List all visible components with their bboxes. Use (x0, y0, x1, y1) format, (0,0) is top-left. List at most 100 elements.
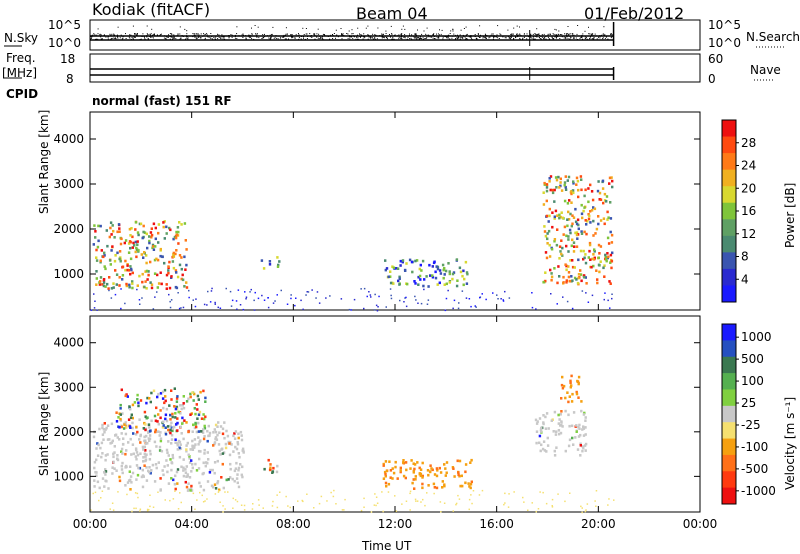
y-tick-label: 1000 (53, 267, 84, 281)
nsky-trace-point (171, 33, 173, 35)
nsky-trace-point (217, 38, 219, 40)
radar-echo-cell (572, 411, 576, 414)
radar-echo-cell (188, 457, 191, 460)
radar-echo-cell (143, 435, 146, 439)
radar-echo-cell (549, 268, 552, 272)
nsky-trace-point (460, 29, 462, 31)
radar-echo-cell (567, 275, 571, 279)
radar-echo-cell (577, 188, 580, 192)
radar-echo-cell (577, 276, 580, 280)
radar-echo-cell (396, 477, 399, 480)
nsky-trace-point (187, 37, 189, 39)
nsky-trace-point (551, 36, 553, 38)
radar-noise-cell (320, 495, 323, 498)
radar-echo-cell (606, 218, 609, 221)
radar-noise-cell (209, 301, 212, 303)
radar-echo-cell (155, 257, 158, 261)
radar-echo-cell (120, 468, 124, 471)
radar-echo-cell (224, 446, 228, 450)
nsky-trace-point (513, 38, 514, 40)
cpid-mode: normal (fast) 151 RF (92, 94, 232, 108)
nsky-trace-point (140, 38, 142, 40)
radar-echo-cell (241, 447, 245, 451)
nsky-trace-point (113, 33, 115, 35)
radar-echo-cell (137, 401, 140, 405)
nsky-trace-point (150, 34, 151, 36)
radar-echo-cell (382, 462, 385, 466)
nsky-trace-point (357, 34, 358, 36)
radar-noise-cell (496, 294, 498, 296)
nsky-trace-point (341, 38, 343, 40)
radar-noise-cell (405, 296, 407, 299)
radar-echo-cell (120, 237, 123, 241)
radar-echo-cell (597, 256, 600, 260)
nsky-trace-point (438, 34, 440, 36)
radar-echo-cell (185, 421, 188, 424)
radar-echo-cell (394, 460, 397, 464)
nsky-trace-point (437, 36, 439, 38)
nsky-trace-point (433, 33, 435, 35)
radar-echo-cell (549, 188, 552, 192)
radar-echo-cell (161, 469, 164, 472)
radar-echo-cell (539, 430, 543, 433)
nsky-trace-point (410, 37, 412, 39)
radar-echo-cell (198, 457, 201, 461)
radar-echo-cell (580, 279, 583, 283)
nsky-trace-point (451, 37, 453, 39)
radar-echo-cell (597, 222, 600, 226)
radar-noise-cell (350, 309, 352, 311)
nsky-trace-point (194, 34, 196, 36)
radar-echo-cell (168, 226, 171, 230)
radar-noise-cell (251, 508, 254, 510)
nsky-trace-point (572, 33, 574, 34)
radar-echo-cell (580, 212, 584, 216)
radar-echo-cell (164, 413, 168, 417)
radar-echo-cell (139, 441, 142, 444)
radar-echo-cell (546, 232, 549, 235)
radar-echo-cell (128, 425, 132, 428)
nsky-trace-point (341, 34, 343, 36)
radar-echo-cell (232, 434, 235, 438)
colorbar-tick-label: -100 (741, 440, 768, 454)
radar-echo-cell (592, 258, 596, 261)
radar-noise-cell (416, 500, 419, 502)
radar-echo-cell (152, 248, 156, 251)
nsky-trace-point (300, 38, 302, 40)
radar-echo-cell (142, 475, 145, 478)
radar-echo-cell (580, 188, 583, 192)
radar-noise-cell (426, 303, 429, 305)
nsky-trace-point (406, 38, 408, 40)
radar-echo-cell (564, 185, 567, 189)
nsky-trace-point (446, 37, 448, 39)
nsky-trace-point (582, 38, 583, 40)
radar-echo-cell (191, 439, 194, 443)
nsky-trace-point (415, 37, 417, 39)
radar-echo-cell (189, 489, 192, 492)
radar-echo-cell (558, 216, 561, 220)
radar-echo-cell (456, 459, 459, 463)
radar-echo-cell (171, 412, 174, 416)
radar-echo-cell (542, 203, 546, 206)
nsky-trace-point (95, 38, 97, 40)
radar-echo-cell (185, 485, 189, 489)
radar-echo-cell (167, 271, 170, 275)
radar-noise-cell (112, 509, 115, 511)
radar-echo-cell (143, 410, 147, 414)
radar-echo-cell (195, 469, 199, 472)
nsky-trace-point (391, 33, 392, 35)
radar-echo-cell (174, 487, 177, 491)
radar-echo-cell (444, 269, 448, 273)
radar-echo-cell (133, 401, 137, 404)
radar-echo-cell (542, 414, 545, 417)
nsky-trace-point (547, 36, 549, 38)
radar-echo-cell (146, 246, 149, 250)
radar-echo-cell (169, 228, 172, 232)
radar-echo-cell (139, 433, 142, 437)
radar-echo-cell (102, 255, 105, 259)
radar-noise-cell (368, 291, 370, 293)
nsky-trace-point (492, 33, 494, 35)
radar-noise-cell (609, 307, 611, 309)
radar-echo-cell (171, 456, 175, 460)
radar-echo-cell (187, 453, 190, 457)
nsky-trace-point (144, 38, 146, 40)
